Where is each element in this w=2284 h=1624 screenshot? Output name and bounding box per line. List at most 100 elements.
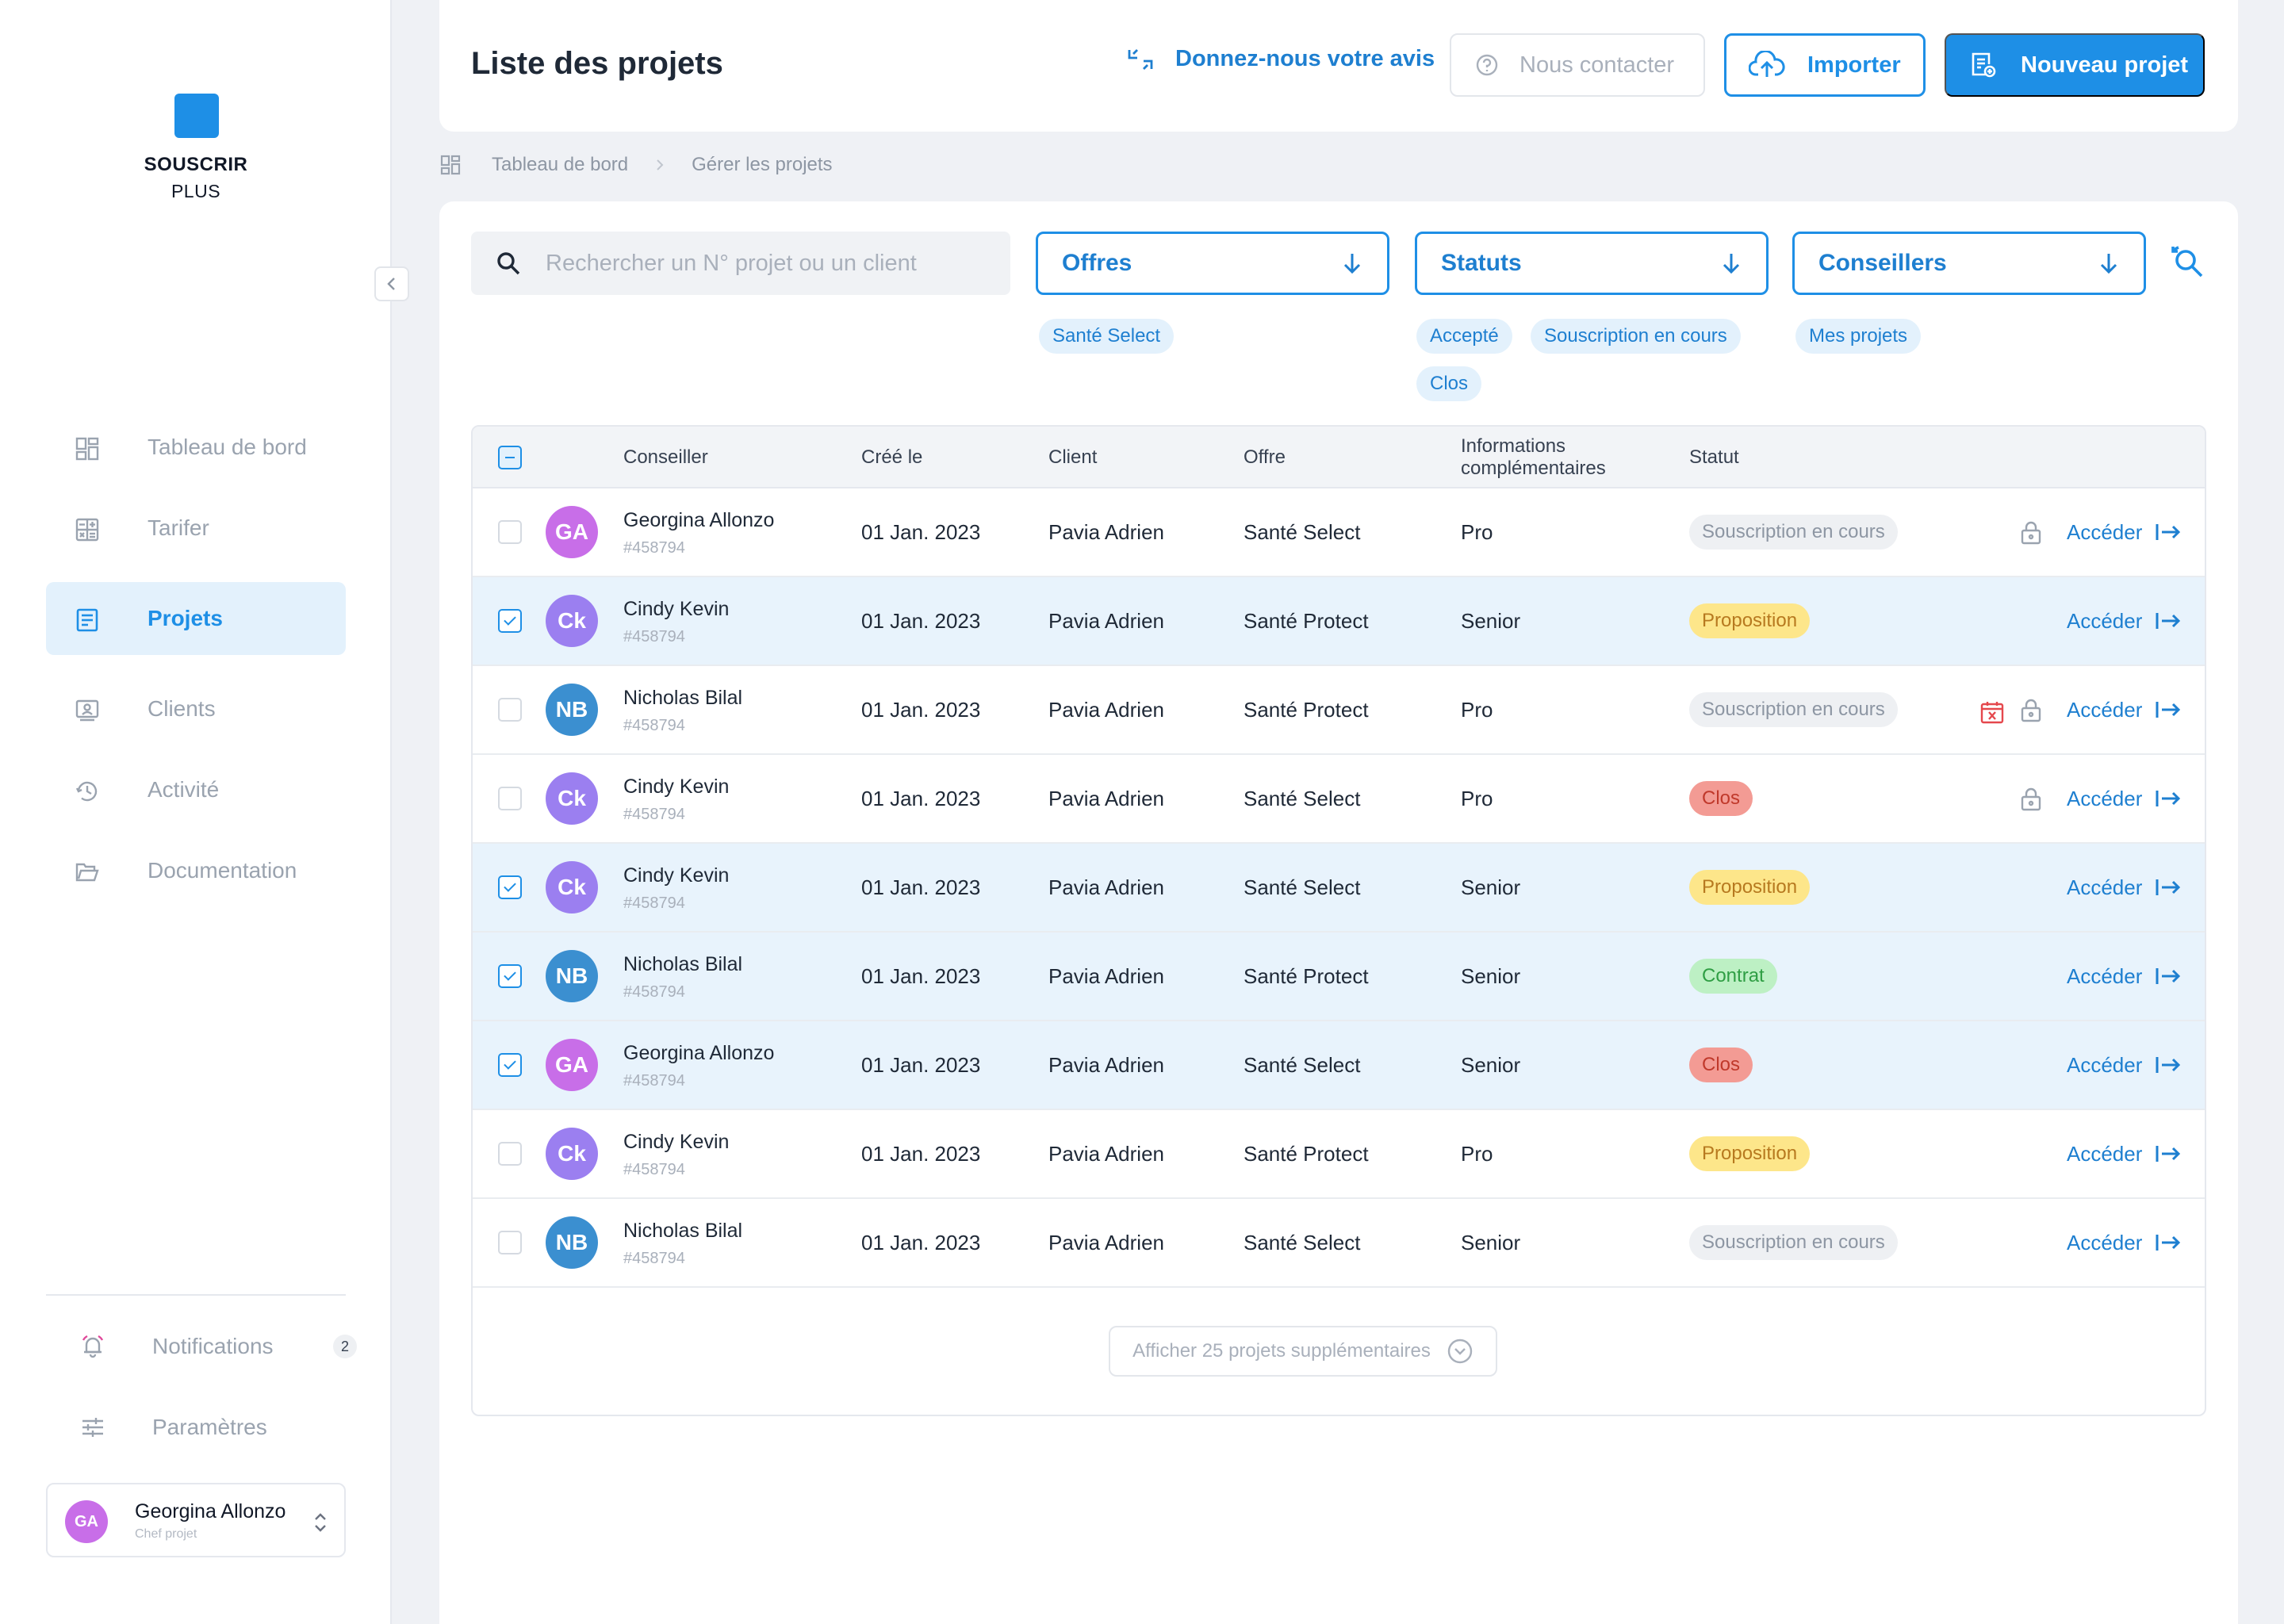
breadcrumb-item-tableau-de-bord[interactable]: Tableau de bord — [492, 154, 629, 175]
column-header-informations-line2: complémentaires — [1461, 458, 1606, 479]
client-name: Pavia Adrien — [1048, 697, 1164, 722]
advanced-search-icon[interactable] — [2170, 244, 2206, 281]
access-project-link[interactable]: Accéder — [2067, 1199, 2182, 1286]
sidebar-item-label: Tarifer — [148, 515, 209, 540]
created-date: 01 Jan. 2023 — [861, 963, 981, 988]
column-header-conseiller[interactable]: Conseiller — [623, 446, 708, 468]
arrow-down-icon — [2100, 254, 2117, 274]
filter-conseillers-dropdown[interactable]: Conseillers — [1792, 232, 2146, 295]
row-checkbox[interactable] — [498, 1053, 522, 1077]
row-checkbox[interactable] — [498, 964, 522, 988]
select-all-checkbox[interactable] — [498, 446, 522, 469]
column-header-cree-le[interactable]: Créé le — [861, 446, 923, 468]
load-more-label: Afficher 25 projets supplémentaires — [1132, 1340, 1431, 1362]
sidebar-item-label: Tableau de bord — [148, 435, 307, 459]
breadcrumb: Tableau de bord Gérer les projets — [439, 152, 833, 178]
filter-statuts-dropdown[interactable]: Statuts — [1415, 232, 1769, 295]
sidebar-item-notifications[interactable]: Notifications 2 — [46, 1323, 363, 1370]
table-row[interactable]: GA Georgina Allonzo #458794 01 Jan. 2023 Pav… — [473, 488, 2205, 577]
access-project-link[interactable]: Accéder — [2067, 1021, 2182, 1109]
offer-name: Santé Select — [1244, 875, 1361, 899]
arrow-right-to-line-icon — [2156, 524, 2181, 540]
row-checkbox[interactable] — [498, 698, 522, 722]
project-id: #458794 — [623, 894, 685, 912]
sidebar-item-tarifer[interactable]: Tarifer — [46, 492, 346, 565]
activity-icon — [75, 781, 98, 802]
row-checkbox[interactable] — [498, 1142, 522, 1166]
user-profile-switcher[interactable]: GA Georgina Allonzo Chef projet — [46, 1483, 346, 1557]
column-header-informations[interactable]: Informations complémentaires — [1461, 427, 1606, 488]
access-project-link[interactable]: Accéder — [2067, 1110, 2182, 1197]
access-project-link[interactable]: Accéder — [2067, 577, 2182, 665]
import-button[interactable]: Importer — [1724, 33, 1926, 97]
sidebar-item-documentation[interactable]: Documentation — [46, 834, 346, 907]
cloud-upload-icon — [1749, 51, 1785, 77]
table-row[interactable]: Ck Cindy Kevin #458794 01 Jan. 2023 Pavia Ad… — [473, 577, 2205, 666]
filter-chip-clos[interactable]: Clos — [1416, 366, 1482, 401]
status-badge: Souscription en cours — [1689, 692, 1898, 727]
row-checkbox[interactable] — [498, 609, 522, 633]
arrow-right-to-line-icon — [2156, 968, 2181, 984]
additional-info: Senior — [1461, 963, 1521, 988]
offer-name: Santé Protect — [1244, 697, 1369, 722]
client-name: Pavia Adrien — [1048, 963, 1164, 988]
sidebar-item-projets[interactable]: Projets — [46, 582, 346, 655]
filter-chip-souscription-en-cours[interactable]: Souscription en cours — [1531, 319, 1741, 354]
row-checkbox[interactable] — [498, 520, 522, 544]
projects-panel: Offres Statuts Conseillers Santé Select … — [439, 201, 2238, 1624]
row-checkbox[interactable] — [498, 787, 522, 810]
table-row[interactable]: NB Nicholas Bilal #458794 01 Jan. 2023 Pavia… — [473, 933, 2205, 1021]
row-checkbox[interactable] — [498, 875, 522, 899]
access-project-link[interactable]: Accéder — [2067, 755, 2182, 842]
new-project-button[interactable]: Nouveau projet — [1945, 33, 2205, 97]
search-box — [471, 232, 1010, 295]
access-label: Accéder — [2067, 519, 2143, 544]
filter-offres-dropdown[interactable]: Offres — [1036, 232, 1389, 295]
status-badge: Clos — [1689, 1048, 1753, 1082]
load-more-button[interactable]: Afficher 25 projets supplémentaires — [1109, 1326, 1497, 1377]
avatar: NB — [546, 1216, 598, 1269]
offer-name: Santé Select — [1244, 519, 1361, 544]
help-circle-icon — [1476, 54, 1498, 76]
sidebar-divider — [46, 1294, 346, 1296]
created-date: 01 Jan. 2023 — [861, 875, 981, 899]
sidebar-item-activite[interactable]: Activité — [46, 753, 346, 826]
column-header-client[interactable]: Client — [1048, 446, 1098, 468]
table-row[interactable]: GA Georgina Allonzo #458794 01 Jan. 2023 Pav… — [473, 1021, 2205, 1110]
filter-chip-accepte[interactable]: Accepté — [1416, 319, 1512, 354]
row-checkbox[interactable] — [498, 1231, 522, 1254]
status-badge: Proposition — [1689, 1136, 1811, 1171]
sidebar-item-parametres[interactable]: Paramètres — [46, 1404, 363, 1451]
column-header-offre[interactable]: Offre — [1244, 446, 1286, 468]
table-row[interactable]: NB Nicholas Bilal #458794 01 Jan. 2023 Pavia… — [473, 1199, 2205, 1288]
access-label: Accéder — [2067, 608, 2143, 633]
project-id: #458794 — [623, 1161, 685, 1178]
access-project-link[interactable]: Accéder — [2067, 933, 2182, 1020]
sidebar-collapse-button[interactable] — [374, 266, 409, 301]
filter-chip-sante-select[interactable]: Santé Select — [1039, 319, 1175, 354]
avatar: NB — [546, 684, 598, 736]
table-row[interactable]: Ck Cindy Kevin #458794 01 Jan. 2023 Pavia Ad… — [473, 755, 2205, 844]
table-row[interactable]: Ck Cindy Kevin #458794 01 Jan. 2023 Pavia Ad… — [473, 844, 2205, 933]
arrow-right-to-line-icon — [2156, 1057, 2181, 1073]
calendar-cancel-icon[interactable] — [1979, 699, 2005, 725]
offer-name: Santé Protect — [1244, 963, 1369, 988]
sidebar-item-clients[interactable]: Clients — [46, 672, 346, 745]
table-row[interactable]: Ck Cindy Kevin #458794 01 Jan. 2023 Pavia Ad… — [473, 1110, 2205, 1199]
contact-button[interactable]: Nous contacter — [1450, 33, 1705, 97]
column-header-statut[interactable]: Statut — [1689, 446, 1739, 468]
access-project-link[interactable]: Accéder — [2067, 488, 2182, 576]
sidebar-item-tableau-de-bord[interactable]: Tableau de bord — [46, 411, 346, 484]
feedback-link[interactable]: Donnez-nous votre avis — [1126, 46, 1435, 72]
advisor-name: Georgina Allonzo — [623, 509, 775, 531]
offer-name: Santé Select — [1244, 1230, 1361, 1254]
search-input[interactable] — [546, 250, 990, 277]
additional-info: Senior — [1461, 608, 1521, 633]
table-row[interactable]: NB Nicholas Bilal #458794 01 Jan. 2023 Pavia… — [473, 666, 2205, 755]
avatar: Ck — [546, 595, 598, 647]
access-project-link[interactable]: Accéder — [2067, 844, 2182, 931]
new-document-icon — [1972, 52, 1996, 78]
sidebar-item-label: Projets — [148, 606, 223, 630]
filter-chip-mes-projets[interactable]: Mes projets — [1795, 319, 1922, 354]
access-project-link[interactable]: Accéder — [2067, 666, 2182, 753]
